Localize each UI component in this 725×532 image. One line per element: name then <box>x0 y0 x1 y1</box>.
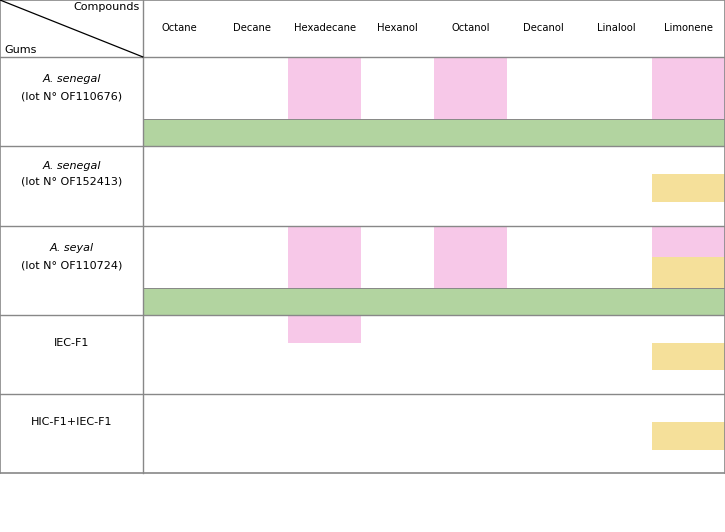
Bar <box>361 288 434 315</box>
Bar <box>215 120 289 146</box>
Bar <box>652 120 725 146</box>
Text: Linalool: Linalool <box>597 23 635 34</box>
Bar <box>652 257 725 288</box>
Text: HIC-F1+IEC-F1: HIC-F1+IEC-F1 <box>30 417 112 427</box>
Bar <box>215 288 289 315</box>
Text: A. senegal: A. senegal <box>42 74 101 85</box>
Text: (lot N° OF152413): (lot N° OF152413) <box>21 177 122 187</box>
Bar <box>434 288 507 315</box>
Bar <box>289 288 361 315</box>
Bar <box>289 226 361 288</box>
Bar <box>652 174 725 202</box>
Bar <box>507 288 579 315</box>
Bar <box>579 288 652 315</box>
Text: Octane: Octane <box>162 23 197 34</box>
Text: (lot N° OF110724): (lot N° OF110724) <box>21 261 122 271</box>
Text: Limonene: Limonene <box>664 23 713 34</box>
Bar <box>143 120 215 146</box>
Text: Hexadecane: Hexadecane <box>294 23 356 34</box>
Bar <box>289 315 361 343</box>
Text: IEC-F1: IEC-F1 <box>54 338 89 348</box>
Text: Hexanol: Hexanol <box>377 23 418 34</box>
Bar <box>652 226 725 257</box>
Bar <box>507 120 579 146</box>
Bar <box>434 120 507 146</box>
Bar <box>434 57 507 120</box>
Text: Decane: Decane <box>233 23 271 34</box>
Bar <box>652 57 725 120</box>
Text: Octanol: Octanol <box>451 23 489 34</box>
Bar <box>361 120 434 146</box>
Bar <box>289 57 361 120</box>
Text: Decanol: Decanol <box>523 23 563 34</box>
Bar <box>579 120 652 146</box>
Bar <box>652 422 725 450</box>
Bar <box>289 120 361 146</box>
Text: A. seyal: A. seyal <box>49 243 94 253</box>
Bar <box>143 288 215 315</box>
Text: A. senegal: A. senegal <box>42 161 101 171</box>
Text: Compounds: Compounds <box>73 2 139 12</box>
Bar <box>652 343 725 370</box>
Bar <box>652 288 725 315</box>
Bar <box>434 226 507 288</box>
Text: Gums: Gums <box>4 45 37 55</box>
Text: (lot N° OF110676): (lot N° OF110676) <box>21 92 122 102</box>
